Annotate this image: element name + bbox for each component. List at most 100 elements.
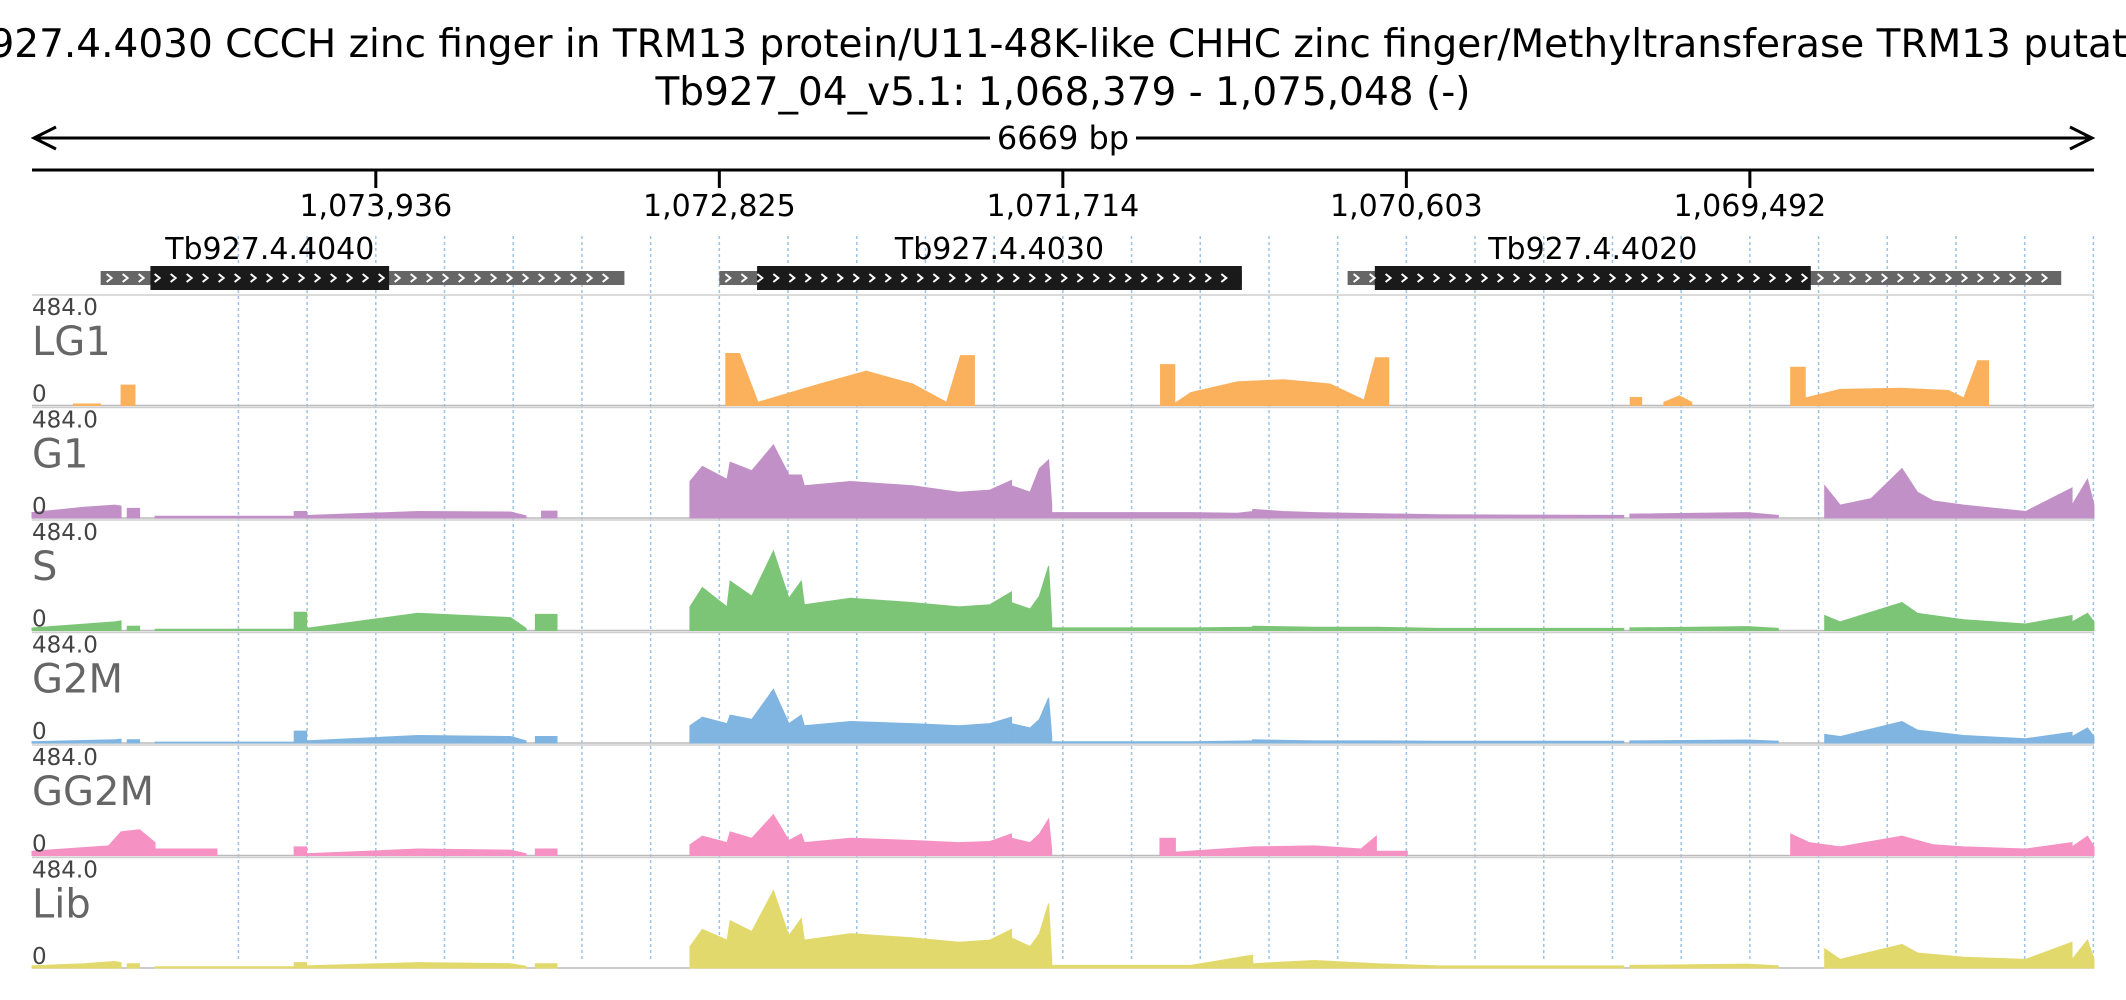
coverage-area <box>1629 739 1779 744</box>
coverage-area <box>120 384 136 406</box>
coverage-area <box>306 511 527 519</box>
span-arrow-right-icon <box>2069 125 2096 151</box>
coverage-area <box>2071 835 2095 856</box>
gene-cds <box>150 266 390 290</box>
coverage-area <box>1629 626 1779 631</box>
x-tick-label: 1,073,936 <box>299 189 452 224</box>
coverage-area <box>31 961 122 969</box>
coverage-area <box>1663 395 1693 406</box>
coverage-area <box>2071 727 2095 744</box>
coverage-area <box>534 963 558 969</box>
coverage-area <box>534 736 558 744</box>
coverage-area <box>293 846 308 856</box>
coverage-area <box>154 966 295 969</box>
track-s: 484.0 0 S <box>31 519 2095 633</box>
coverage-area <box>293 730 308 744</box>
coverage-area <box>1824 467 2073 519</box>
track-g2m: 484.0 0 G2M <box>31 631 2095 745</box>
coverage-area <box>689 813 1013 856</box>
coverage-area <box>31 504 122 519</box>
coverage-area <box>534 613 558 631</box>
coverage-area <box>1051 954 1254 969</box>
coverage-area <box>1252 959 1625 969</box>
scale-max-label: 484.0 <box>32 295 98 321</box>
coverage-area <box>31 738 122 744</box>
scale-min-label: 0 <box>32 382 47 408</box>
scale-min-label: 0 <box>32 832 47 858</box>
coverage-area <box>1051 626 1254 631</box>
coverage-area <box>534 848 558 856</box>
span-arrow-left-icon <box>30 125 57 151</box>
coverage-area <box>1629 963 1779 969</box>
coverage-area <box>689 889 1013 969</box>
scale-min-label: 0 <box>32 607 47 633</box>
track-lg1: 484.0 0 LG1 <box>32 294 2094 408</box>
scale-max-label: 484.0 <box>32 633 98 659</box>
coverage-area <box>689 444 1013 519</box>
browser-title: Tb927.4.4030 CCCH zinc finger in TRM13 p… <box>0 22 2126 67</box>
coverage-area <box>1374 357 1390 406</box>
gene-label: Tb927.4.4020 <box>1487 232 1697 267</box>
coverage-area <box>126 507 141 519</box>
coverage-area <box>2071 939 2095 969</box>
coverage-area <box>2071 612 2095 631</box>
coverage-area <box>1824 941 2073 969</box>
gene-track: Tb927.4.4040 Tb927.4.4030 Tb927.4.4020 <box>100 232 2062 290</box>
coverage-area <box>1824 602 2073 631</box>
coverage-area <box>31 829 156 856</box>
coverage-area <box>1252 625 1625 631</box>
track-name: GG2M <box>32 769 154 815</box>
strand-arrows-icon <box>724 273 1228 283</box>
coverage-area <box>1011 458 1053 519</box>
gene-Tb927.4.4040[interactable]: Tb927.4.4040 <box>100 232 625 290</box>
strand-arrows-icon <box>1352 273 2049 283</box>
coverage-area <box>1160 364 1176 406</box>
coverage-area <box>725 353 962 406</box>
coverage-area <box>1011 697 1053 744</box>
gene-cds <box>1374 266 1811 290</box>
track-g1: 484.0 0 G1 <box>31 406 2095 520</box>
coverage-area <box>293 511 308 519</box>
gene-cds <box>757 266 1242 290</box>
coverage-area <box>1174 835 1377 856</box>
x-tick-label: 1,070,603 <box>1330 189 1483 224</box>
track-name: S <box>32 544 57 590</box>
coverage-area <box>541 510 558 519</box>
scale-min-label: 0 <box>32 719 47 745</box>
coverage-area <box>154 515 295 519</box>
scale-max-label: 484.0 <box>32 745 98 771</box>
coverage-area <box>1011 903 1053 969</box>
coverage-area <box>1159 837 1176 856</box>
coverage-area <box>72 403 102 406</box>
coverage-area <box>689 549 1013 631</box>
gene-Tb927.4.4020[interactable]: Tb927.4.4020 <box>1347 232 2062 290</box>
coverage-area <box>1375 850 1408 856</box>
coverage-area <box>154 628 295 631</box>
coverage-area <box>1824 720 2073 744</box>
scale-max-label: 484.0 <box>32 858 98 884</box>
track-name: LG1 <box>32 319 111 365</box>
x-tick-label: 1,071,714 <box>987 189 1140 224</box>
x-tick-label: 1,069,492 <box>1674 189 1827 224</box>
coverage-area <box>1790 366 1806 406</box>
coverage-area <box>306 962 527 969</box>
coverage-area <box>1252 508 1625 519</box>
span-ruler: 6669 bp <box>30 119 2096 157</box>
coverage-area <box>1629 512 1779 519</box>
coverage-area <box>1011 565 1053 631</box>
coverage-area <box>1051 510 1254 519</box>
coverage-area <box>126 625 141 631</box>
gene-Tb927.4.4030[interactable]: Tb927.4.4030 <box>719 232 1242 290</box>
coverage-area <box>126 963 141 969</box>
coverage-area <box>126 739 141 744</box>
scale-min-label: 0 <box>32 494 47 520</box>
gene-label: Tb927.4.4040 <box>164 232 374 267</box>
coverage-area <box>293 962 308 969</box>
track-name: G1 <box>32 432 88 478</box>
coverage-area <box>293 611 308 631</box>
coverage-area <box>31 620 122 631</box>
coverage-area <box>1804 360 1979 406</box>
coverage-area <box>1629 397 1643 406</box>
x-tick-label: 1,072,825 <box>643 189 796 224</box>
